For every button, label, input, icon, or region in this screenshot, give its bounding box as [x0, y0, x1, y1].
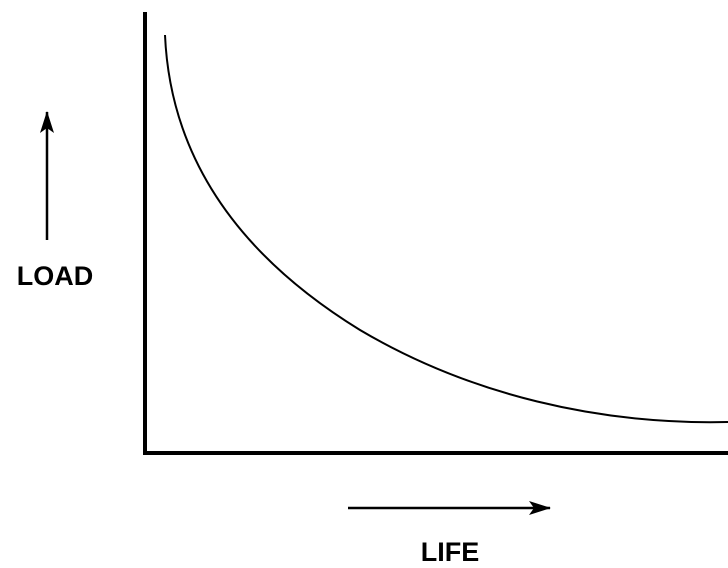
load-life-curve: [164, 34, 728, 424]
x-axis-label: LIFE: [421, 537, 480, 567]
y-axis-label: LOAD: [17, 261, 94, 291]
axes: [143, 12, 728, 455]
